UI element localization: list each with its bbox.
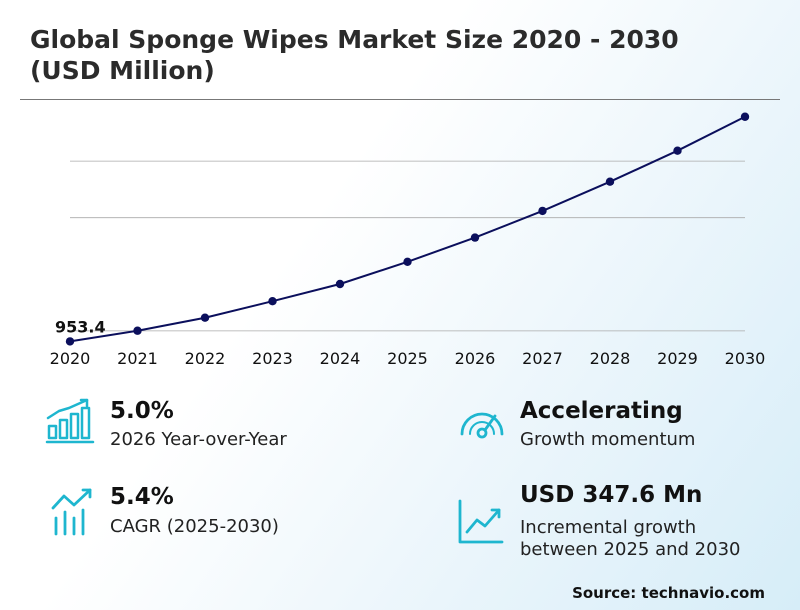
source-credit: Source: technavio.com: [572, 584, 765, 602]
data-point-2028: [605, 177, 615, 186]
kpi-cagr-label: CAGR (2025-2030): [110, 516, 279, 537]
title-divider: [20, 99, 780, 100]
data-point-2027: [538, 206, 547, 216]
x-tick-label-2029: 2029: [657, 349, 698, 368]
data-point-2025: [403, 257, 412, 267]
gridlines: [70, 160, 745, 332]
kpi-incremental-label-line1: Incremental growth: [520, 517, 697, 538]
line-chart: 2020 2021 2022 2023 2024 2025 2026 2027 2028 2029…: [50, 112, 766, 368]
data-point-2024: [335, 279, 345, 289]
bar-chart-growth-icon: [45, 398, 95, 444]
x-tick-label-2030: 2030: [725, 349, 766, 368]
x-tick-label-2027: 2027: [522, 349, 563, 368]
x-tick-label-2026: 2026: [455, 349, 496, 368]
data-point-2021: [133, 326, 142, 335]
series-line: [69, 115, 746, 343]
kpi-yoy-label: 2026 Year-over-Year: [110, 429, 287, 450]
kpi-cagr: 5.4% CAGR (2025-2030): [45, 484, 375, 544]
kpi-momentum-label: Growth momentum: [520, 429, 696, 450]
data-point-2020: [65, 337, 75, 346]
data-point-2029: [673, 146, 682, 155]
x-tick-label-2021: 2021: [117, 349, 158, 368]
series-line-layer: [69, 115, 746, 343]
x-tick-label-2028: 2028: [590, 349, 631, 368]
kpi-yoy-value: 5.0%: [110, 398, 174, 424]
data-point-2030: [740, 112, 750, 121]
x-tick-label-2023: 2023: [252, 349, 293, 368]
data-point-2022: [200, 313, 210, 322]
data-point-2023: [268, 296, 277, 306]
kpi-momentum-value: Accelerating: [520, 398, 683, 424]
chart-title-line2: (USD Million): [30, 56, 215, 85]
x-tick-label-2024: 2024: [320, 349, 361, 368]
labels: 2020 2021 2022 2023 2024 2025 2026 2027 2028 2029…: [50, 317, 766, 368]
line-chart-up-icon: [458, 499, 504, 544]
data-point-2026: [470, 233, 480, 242]
kpi-yoy: 5.0% 2026 Year-over-Year: [45, 398, 375, 458]
kpi-momentum: Accelerating Growth momentum: [455, 398, 785, 458]
speedometer-icon: [460, 412, 504, 439]
x-tick-label-2022: 2022: [185, 349, 226, 368]
x-tick-label-2020: 2020: [50, 349, 91, 368]
kpi-incremental-value: USD 347.6 Mn: [520, 482, 703, 508]
kpi-incremental: USD 347.6 Mn Incremental growth between …: [455, 482, 785, 566]
kpi-incremental-label-line2: between 2025 and 2030: [520, 539, 741, 560]
kpi-cagr-value: 5.4%: [110, 484, 174, 510]
x-tick-label-2025: 2025: [387, 349, 428, 368]
data-label-2020: 953.4: [55, 317, 106, 336]
chart-title: Global Sponge Wipes Market Size 2020 - 2…: [30, 24, 780, 86]
data-points: [65, 112, 750, 346]
trend-bars-icon: [51, 488, 92, 536]
chart-title-line1: Global Sponge Wipes Market Size 2020 - 2…: [30, 25, 679, 54]
